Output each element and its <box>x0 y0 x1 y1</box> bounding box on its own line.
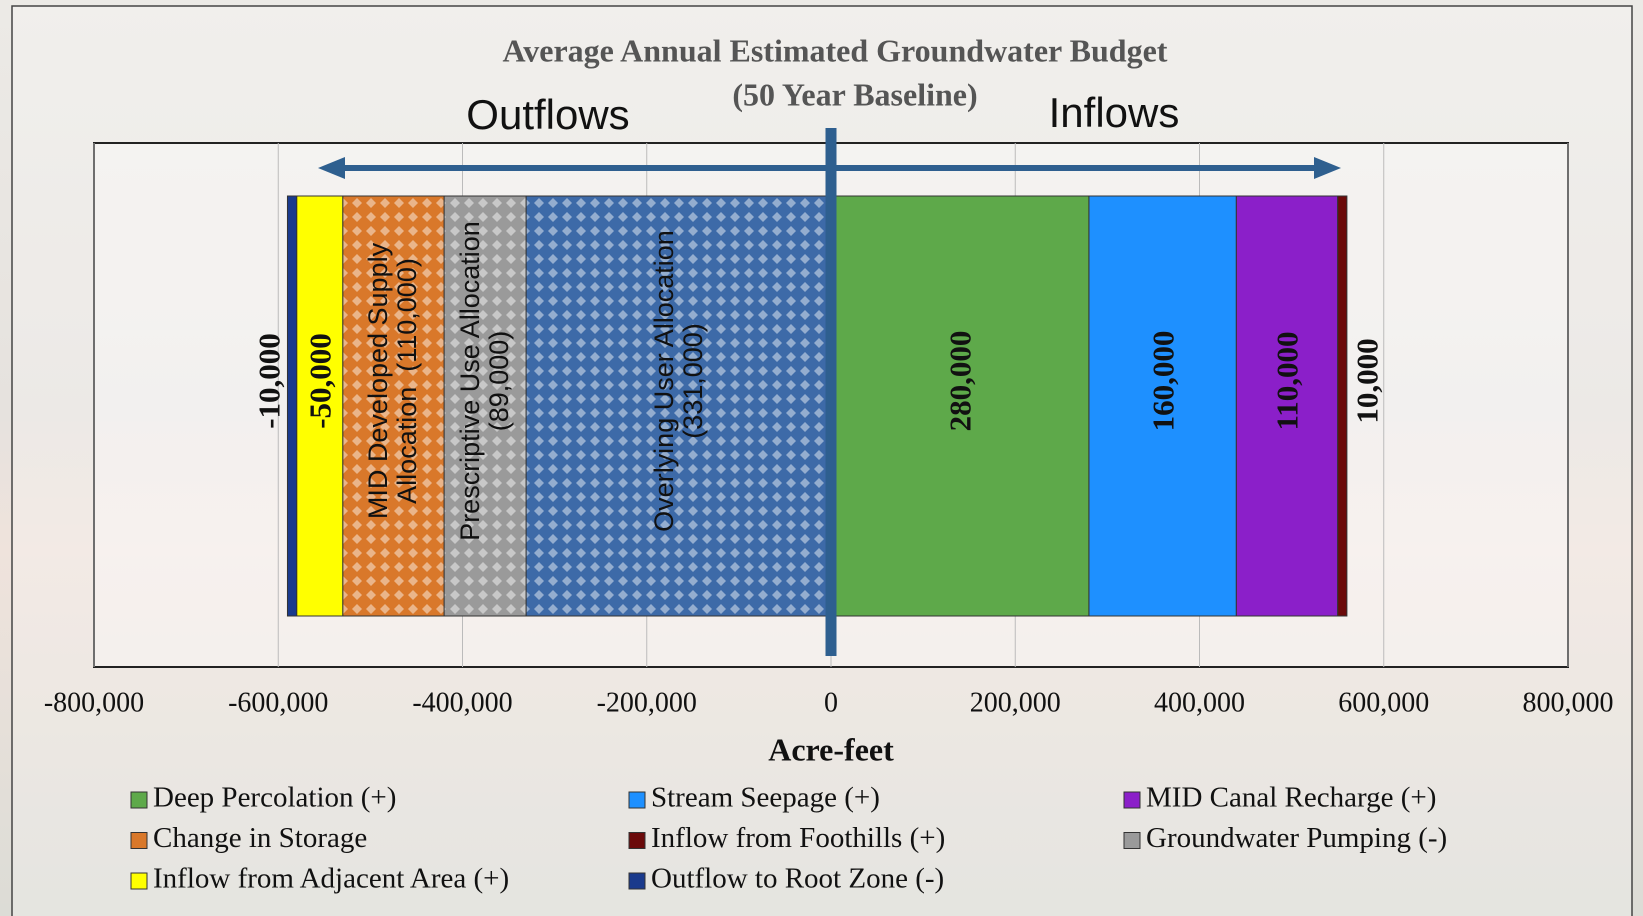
data-label: Overlying User Allocation (331,000) <box>648 230 708 532</box>
data-label: 10,000 <box>1349 338 1385 424</box>
legend-swatch <box>628 832 646 849</box>
legend-label: Groundwater Pumping (-) <box>1146 822 1447 854</box>
x-tick-label: -600,000 <box>228 687 328 718</box>
arrow-head <box>318 157 345 179</box>
legend-swatch <box>628 791 646 809</box>
x-tick-label: 0 <box>824 687 838 718</box>
legend-label: Stream Seepage (+) <box>651 782 880 814</box>
legend-swatch <box>628 872 646 890</box>
legend-label: Inflow from Adjacent Area (+) <box>153 863 509 895</box>
data-label: -50,000 <box>301 333 337 429</box>
legend-label: Change in Storage <box>153 822 367 854</box>
x-axis-label: Acre-feet <box>768 731 894 767</box>
legend-label: Inflow from Foothills (+) <box>651 822 945 854</box>
chart-subtitle: (50 Year Baseline) <box>732 76 977 112</box>
annotation: Outflows <box>466 91 629 138</box>
legend-swatch <box>1123 832 1141 849</box>
legend-label: MID Canal Recharge (+) <box>1146 782 1436 814</box>
bar-segment <box>1088 195 1237 617</box>
legend-swatch <box>130 791 148 809</box>
chart-title: Average Annual Estimated Groundwater Bud… <box>503 32 1168 68</box>
bar-segment <box>525 195 832 617</box>
x-tick-label: 200,000 <box>970 687 1061 718</box>
x-tick-label: -800,000 <box>44 687 144 718</box>
data-label: 160,000 <box>1144 330 1180 432</box>
legend-swatch <box>130 832 148 849</box>
legend-swatch <box>130 872 148 890</box>
bar-segment <box>1337 195 1348 617</box>
x-tick-label: 600,000 <box>1338 687 1429 718</box>
x-tick-label: -400,000 <box>412 687 512 718</box>
legend-label: Outflow to Root Zone (-) <box>651 863 944 895</box>
bar-segment <box>286 195 298 617</box>
annotation: Inflows <box>1049 89 1180 136</box>
data-label: 280,000 <box>942 330 978 432</box>
bar-segment <box>342 195 445 617</box>
x-tick-label: -200,000 <box>597 687 697 718</box>
data-label: MID Developed Supply Allocation (110,000… <box>363 242 423 520</box>
x-tick-label: 800,000 <box>1523 687 1614 718</box>
legend-swatch <box>1123 791 1141 809</box>
data-label: Prescriptive Use Allocation (89,000) <box>454 221 515 541</box>
x-tick-label: 400,000 <box>1154 687 1245 718</box>
bar-segment <box>296 195 344 617</box>
data-label: 110,000 <box>1269 331 1305 431</box>
bar-segment <box>1235 195 1339 617</box>
legend-label: Deep Percolation (+) <box>153 782 396 814</box>
bar-segment <box>830 195 1090 617</box>
arrow-head <box>1314 157 1341 179</box>
data-label: -10,000 <box>251 333 287 429</box>
